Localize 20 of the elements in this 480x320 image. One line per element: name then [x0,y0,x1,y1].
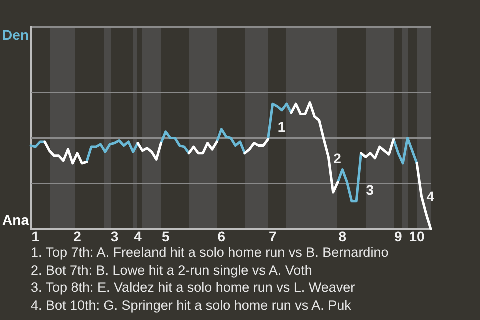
x-tick-label: 5 [162,228,170,244]
x-tick-label: 7 [268,228,277,244]
text: 4. Bot 10th: G. Springer hit a solo home run vs A. Puk [31,296,352,314]
text: Den [2,26,29,43]
x-tick-label: 3 [110,228,119,244]
x-tick-label: 8 [338,228,347,244]
x-tick-label: 9 [394,228,403,244]
x-tick-label: 1 [32,228,40,244]
x-tick-label: 10 [409,228,426,244]
annotation: 4 [426,188,435,204]
x-tick-label: 2 [74,228,82,244]
text: 1. Top 7th: A. Freeland hit a solo home run vs B. Bernardino [31,244,389,262]
text: 2. Bot 7th: B. Lowe hit a 2-run single vs A. Voth [31,262,314,280]
annotation: 2 [334,150,342,167]
text: Ana [2,212,30,228]
annotation: 3 [366,182,374,198]
annotation: 1 [278,118,286,135]
x-tick-label: 4 [134,228,142,244]
x-tick-label: 6 [218,228,226,244]
text: 3. Top 8th: E. Valdez hit a solo home run vs L. Weaver [31,279,356,297]
